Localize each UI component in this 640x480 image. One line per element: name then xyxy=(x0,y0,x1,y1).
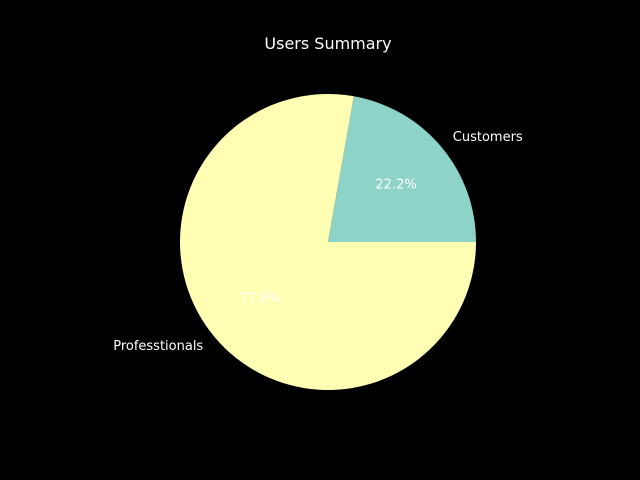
pct-label-professtionals: 77.8% xyxy=(239,292,280,307)
slice-label-professtionals: Professtionals xyxy=(113,339,203,354)
pie-labels: Customers 22.2% Professtionals 77.8% xyxy=(113,130,523,354)
pie-slices xyxy=(180,94,477,391)
pie-slice-professtionals xyxy=(180,94,476,391)
pie-slice-customers xyxy=(328,96,477,242)
pct-label-customers: 22.2% xyxy=(375,177,416,192)
chart-title: Users Summary xyxy=(264,34,391,53)
slice-label-customers: Customers xyxy=(453,130,523,145)
